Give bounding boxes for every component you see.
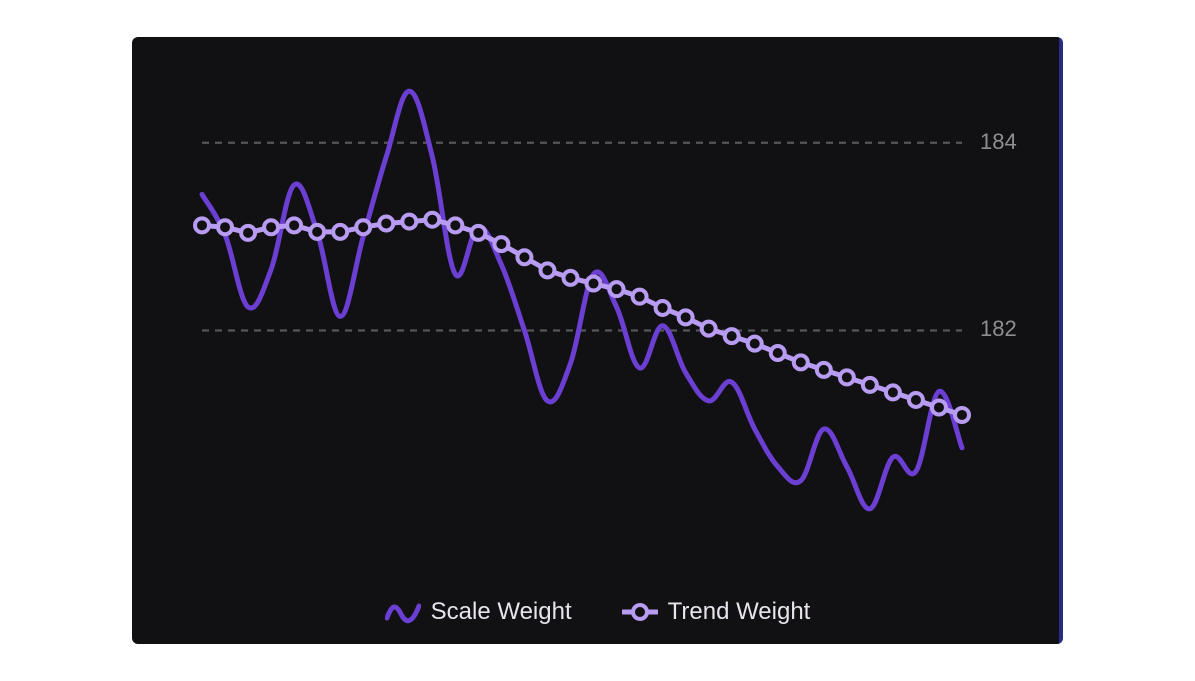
y-axis-label-184: 184: [980, 129, 1017, 155]
y-axis-label-182: 182: [980, 316, 1017, 342]
weight-chart: [132, 37, 1063, 644]
wave-icon: [385, 600, 421, 624]
line-marker-icon: [622, 600, 658, 624]
legend: Scale Weight Trend Weight: [132, 598, 1063, 626]
legend-item-trend: Trend Weight: [622, 598, 811, 626]
legend-item-scale: Scale Weight: [385, 598, 572, 626]
chart-card: 184 182 Scale Weight Trend Weight: [132, 37, 1063, 644]
legend-label-scale: Scale Weight: [431, 598, 572, 626]
legend-label-trend: Trend Weight: [668, 598, 811, 626]
